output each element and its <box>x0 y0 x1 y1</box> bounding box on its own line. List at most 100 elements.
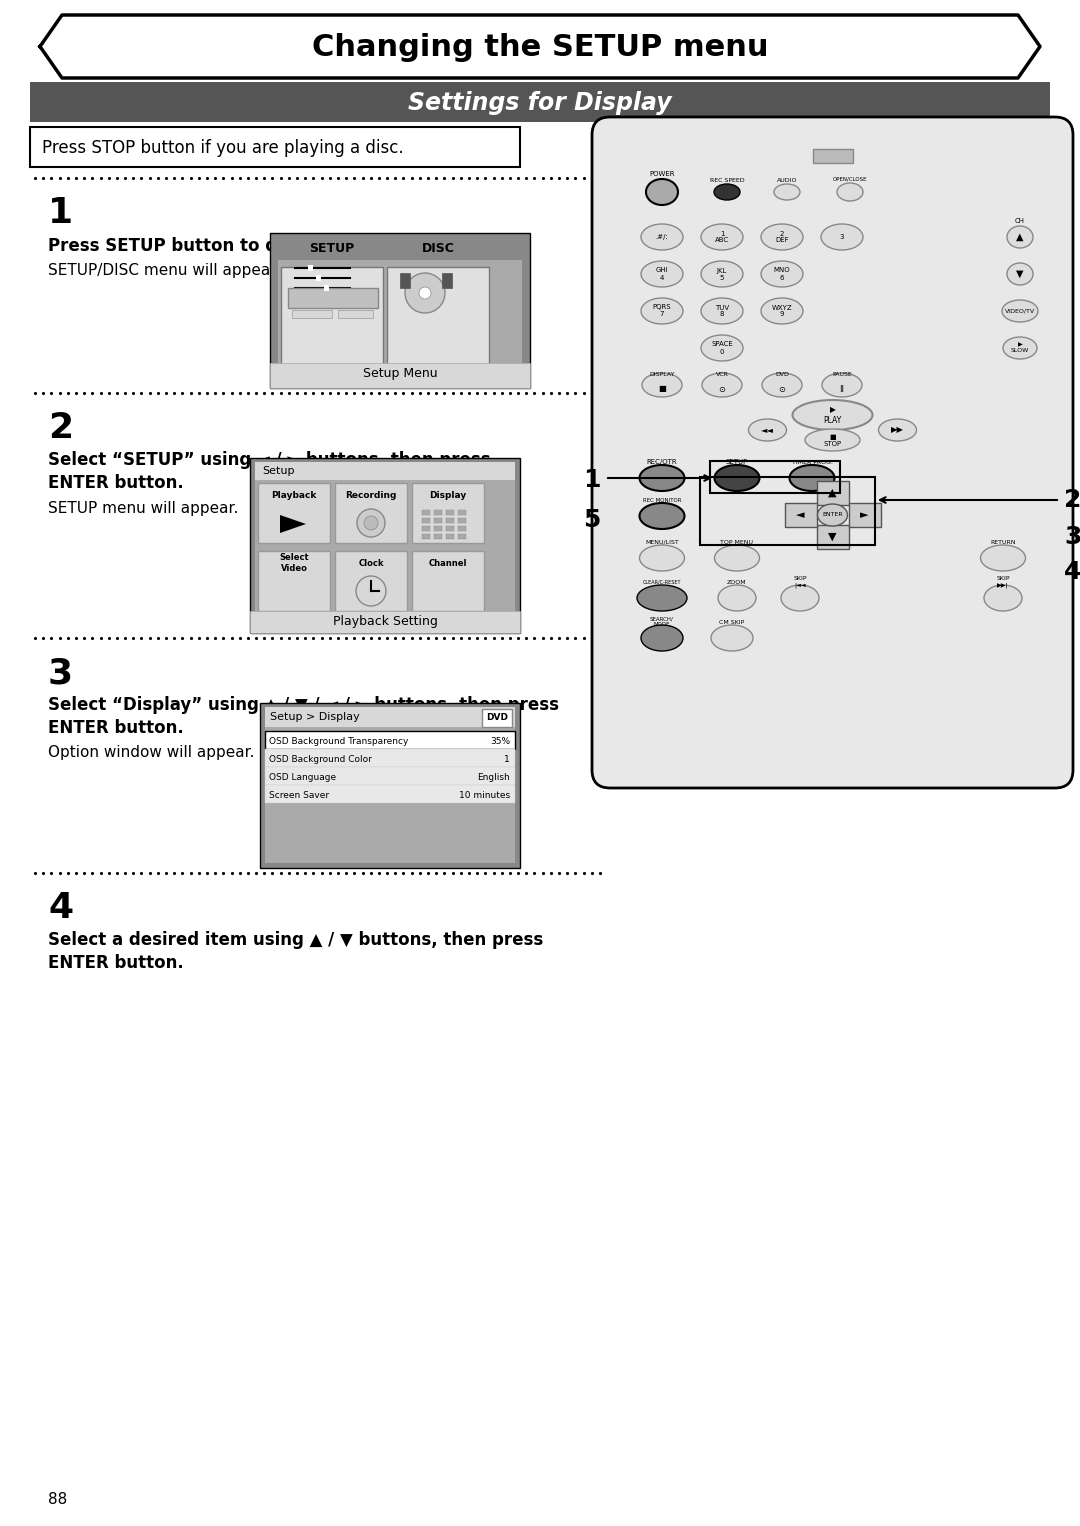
Ellipse shape <box>364 516 378 530</box>
Bar <box>265 708 515 864</box>
Text: ■
STOP: ■ STOP <box>823 433 841 447</box>
Text: ▼: ▼ <box>828 533 837 542</box>
Ellipse shape <box>419 287 431 299</box>
Bar <box>270 363 530 388</box>
Text: ◄◄: ◄◄ <box>761 426 774 435</box>
Text: OSD Background Transparency: OSD Background Transparency <box>269 737 408 746</box>
Text: Clock: Clock <box>359 559 383 568</box>
Bar <box>316 275 321 281</box>
Bar <box>434 517 442 523</box>
Bar <box>482 710 512 726</box>
Ellipse shape <box>718 584 756 610</box>
Text: RETURN: RETURN <box>990 540 1016 545</box>
Bar <box>335 551 407 610</box>
Text: Select “SETUP” using ◄ / ► buttons, then press: Select “SETUP” using ◄ / ► buttons, then… <box>48 452 490 468</box>
Bar <box>442 273 453 288</box>
Text: Settings for Display: Settings for Display <box>408 92 672 114</box>
Ellipse shape <box>715 545 759 571</box>
Ellipse shape <box>356 575 386 606</box>
Text: OPEN/CLOSE: OPEN/CLOSE <box>833 177 867 182</box>
Bar <box>434 526 442 531</box>
Text: VCR: VCR <box>716 371 728 377</box>
Ellipse shape <box>761 224 804 250</box>
Ellipse shape <box>984 584 1022 610</box>
Text: SETUP menu will appear.: SETUP menu will appear. <box>48 501 239 516</box>
Ellipse shape <box>715 465 759 491</box>
Bar <box>458 534 465 539</box>
Bar <box>816 481 849 505</box>
Text: TIMER PROG.: TIMER PROG. <box>792 459 833 464</box>
Bar <box>434 510 442 514</box>
Ellipse shape <box>637 584 687 610</box>
Ellipse shape <box>646 179 678 204</box>
Text: POWER: POWER <box>649 171 675 177</box>
Text: REC MONITOR: REC MONITOR <box>643 497 681 502</box>
Ellipse shape <box>642 298 683 324</box>
Ellipse shape <box>642 372 681 397</box>
Bar <box>255 462 515 481</box>
Ellipse shape <box>789 465 835 491</box>
Ellipse shape <box>701 224 743 250</box>
Text: ▼: ▼ <box>1016 269 1024 279</box>
Text: MNO
6: MNO 6 <box>773 267 791 281</box>
Ellipse shape <box>639 465 685 491</box>
Text: 1
ABC: 1 ABC <box>715 230 729 244</box>
Bar <box>710 461 840 493</box>
Text: DISC: DISC <box>421 243 455 255</box>
Ellipse shape <box>762 372 802 397</box>
Ellipse shape <box>639 545 685 571</box>
Text: Setup > Display: Setup > Display <box>270 713 360 722</box>
Text: SPACE
0: SPACE 0 <box>711 342 733 354</box>
Text: ◄: ◄ <box>796 510 805 520</box>
Text: TOP MENU: TOP MENU <box>720 540 754 545</box>
Bar <box>400 273 410 288</box>
Text: 88: 88 <box>48 1492 67 1508</box>
Text: CH: CH <box>1015 218 1025 224</box>
Text: ▶▶: ▶▶ <box>891 426 904 435</box>
Ellipse shape <box>711 626 753 652</box>
Text: AUDIO: AUDIO <box>777 177 797 183</box>
Ellipse shape <box>748 420 786 441</box>
FancyBboxPatch shape <box>281 267 383 365</box>
Ellipse shape <box>793 400 873 430</box>
Bar <box>849 504 880 526</box>
Text: REC/OTR: REC/OTR <box>647 459 677 465</box>
Text: ZOOM: ZOOM <box>727 580 746 584</box>
Bar <box>270 233 530 388</box>
Text: Changing the SETUP menu: Changing the SETUP menu <box>312 34 768 63</box>
Bar <box>446 534 454 539</box>
Bar <box>249 610 519 633</box>
Text: ⊙: ⊙ <box>718 385 726 394</box>
Text: SEARCH/
MODE: SEARCH/ MODE <box>650 617 674 627</box>
Bar <box>458 526 465 531</box>
Bar <box>458 517 465 523</box>
Text: 1: 1 <box>48 195 73 230</box>
Bar <box>422 517 430 523</box>
Text: SETUP: SETUP <box>309 243 354 255</box>
Text: 3: 3 <box>1064 525 1080 549</box>
Ellipse shape <box>642 224 683 250</box>
Text: 2: 2 <box>48 410 73 446</box>
Bar <box>335 484 407 543</box>
Bar <box>784 504 816 526</box>
Ellipse shape <box>357 510 384 537</box>
Bar <box>422 534 430 539</box>
Bar <box>288 288 378 308</box>
Ellipse shape <box>805 429 860 452</box>
FancyBboxPatch shape <box>592 118 1074 787</box>
Text: MENU/LIST: MENU/LIST <box>645 540 679 545</box>
Text: CM SKIP: CM SKIP <box>719 620 744 624</box>
Text: DVD: DVD <box>775 371 788 377</box>
Ellipse shape <box>981 545 1026 571</box>
Ellipse shape <box>642 626 683 652</box>
Text: II: II <box>839 385 845 394</box>
Text: GHI
4: GHI 4 <box>656 267 669 281</box>
Text: Setup: Setup <box>262 465 295 476</box>
Text: Display: Display <box>430 490 467 499</box>
Text: OSD Background Color: OSD Background Color <box>269 754 372 763</box>
Bar <box>265 784 515 803</box>
Text: ▲: ▲ <box>828 488 837 497</box>
Ellipse shape <box>837 183 863 201</box>
Bar <box>458 510 465 514</box>
Bar <box>446 517 454 523</box>
